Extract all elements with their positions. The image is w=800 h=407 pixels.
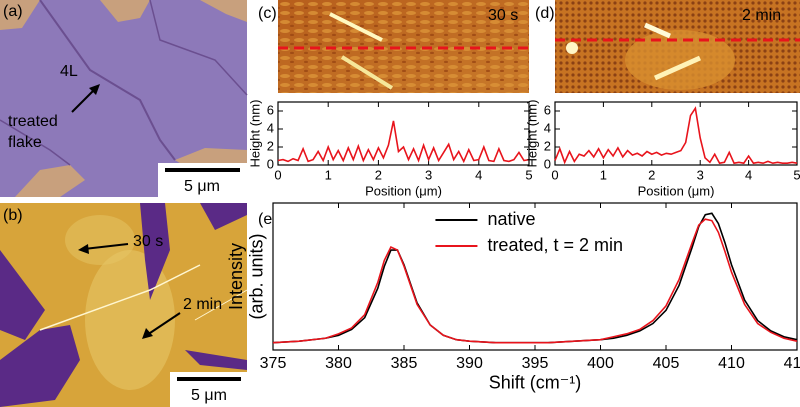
x-tick-label: 415	[784, 355, 800, 372]
x-tick-label: 375	[260, 355, 287, 372]
x-tick-label: 0	[551, 167, 558, 182]
y-tick-label: 0	[544, 156, 551, 171]
x-tick-label: 390	[456, 355, 483, 372]
y-axis-label: Height (nm)	[247, 100, 262, 168]
x-tick-label: 3	[697, 167, 704, 182]
y-tick-label: 6	[544, 102, 551, 117]
data-line	[554, 106, 798, 165]
annotation: treated	[8, 113, 58, 130]
data-line	[272, 218, 798, 344]
annotation: 30 s	[488, 7, 518, 24]
annotation: 4L	[60, 63, 78, 80]
panel-label: (d)	[535, 5, 555, 22]
x-tick-label: 4	[475, 167, 482, 182]
x-tick-label: 395	[522, 355, 549, 372]
x-tick-label: 3	[425, 167, 432, 182]
y-tick-label: 0	[267, 156, 274, 171]
y-tick-label: 4	[544, 120, 551, 135]
afm-image	[0, 203, 248, 407]
afm-image	[278, 0, 529, 93]
x-tick-label: 400	[587, 355, 614, 372]
y-tick-label: 6	[267, 102, 274, 117]
x-axis-label: Position (μm)	[365, 184, 442, 199]
x-tick-label: 380	[325, 355, 352, 372]
x-tick-label: 1	[600, 167, 607, 182]
y-axis-label: Intensity	[226, 243, 246, 310]
x-tick-label: 385	[391, 355, 418, 372]
x-tick-label: 2	[375, 167, 382, 182]
x-tick-label: 0	[274, 167, 281, 182]
y-axis-label: (arb. units)	[246, 233, 266, 319]
y-tick-label: 2	[544, 138, 551, 153]
annotation: flake	[8, 134, 42, 151]
data-line	[277, 120, 530, 164]
legend-label: treated, t = 2 min	[487, 235, 623, 255]
panel-label: (b)	[3, 207, 23, 224]
annotation: 2 min	[183, 296, 222, 313]
x-tick-label: 410	[718, 355, 745, 372]
panel-label: (a)	[3, 3, 23, 20]
annotation: 30 s	[133, 233, 163, 250]
annotation: 2 min	[742, 7, 781, 24]
y-tick-label: 2	[267, 138, 274, 153]
scale-bar-label: 5 μm	[184, 178, 220, 195]
y-tick-label: 4	[267, 120, 274, 135]
plot-frame	[272, 202, 798, 351]
x-axis-label: Shift (cm⁻¹)	[489, 372, 582, 392]
x-tick-label: 405	[653, 355, 680, 372]
plot-frame	[554, 101, 798, 166]
x-tick-label: 5	[525, 167, 532, 182]
x-tick-label: 5	[793, 167, 800, 182]
x-tick-label: 2	[648, 167, 655, 182]
legend-label: native	[487, 209, 535, 229]
y-axis-label: Height (nm)	[524, 100, 539, 168]
scale-bar-label: 5 μm	[191, 387, 227, 404]
optical-image	[0, 0, 248, 197]
x-axis-label: Position (μm)	[638, 184, 715, 199]
x-tick-label: 1	[325, 167, 332, 182]
panel-label: (c)	[258, 5, 277, 22]
x-tick-label: 4	[745, 167, 752, 182]
afm-image	[555, 0, 800, 93]
